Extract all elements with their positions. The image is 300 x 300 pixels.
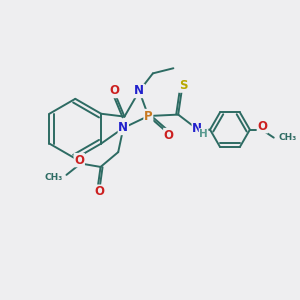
Text: O: O [257,120,267,133]
Text: O: O [164,129,174,142]
Text: O: O [110,85,119,98]
Text: H: H [199,129,208,139]
Text: S: S [179,79,187,92]
Text: P: P [144,110,153,122]
Text: CH₃: CH₃ [278,133,296,142]
Text: N: N [192,122,202,135]
Text: O: O [94,185,104,198]
Text: O: O [74,154,84,166]
Text: N: N [134,85,144,98]
Text: CH₃: CH₃ [45,173,63,182]
Text: N: N [118,122,128,134]
